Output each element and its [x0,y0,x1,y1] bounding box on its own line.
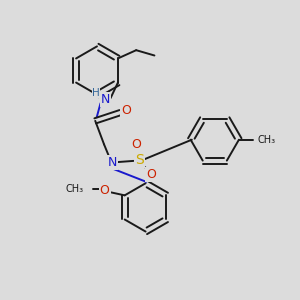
Text: S: S [135,153,144,167]
Text: H: H [92,88,100,98]
Text: O: O [131,138,141,151]
Text: O: O [100,184,110,196]
Text: O: O [121,104,131,117]
Text: O: O [146,168,156,181]
Text: CH₃: CH₃ [65,184,83,194]
Text: N: N [101,93,110,106]
Text: N: N [108,156,117,169]
Text: CH₃: CH₃ [257,135,276,145]
